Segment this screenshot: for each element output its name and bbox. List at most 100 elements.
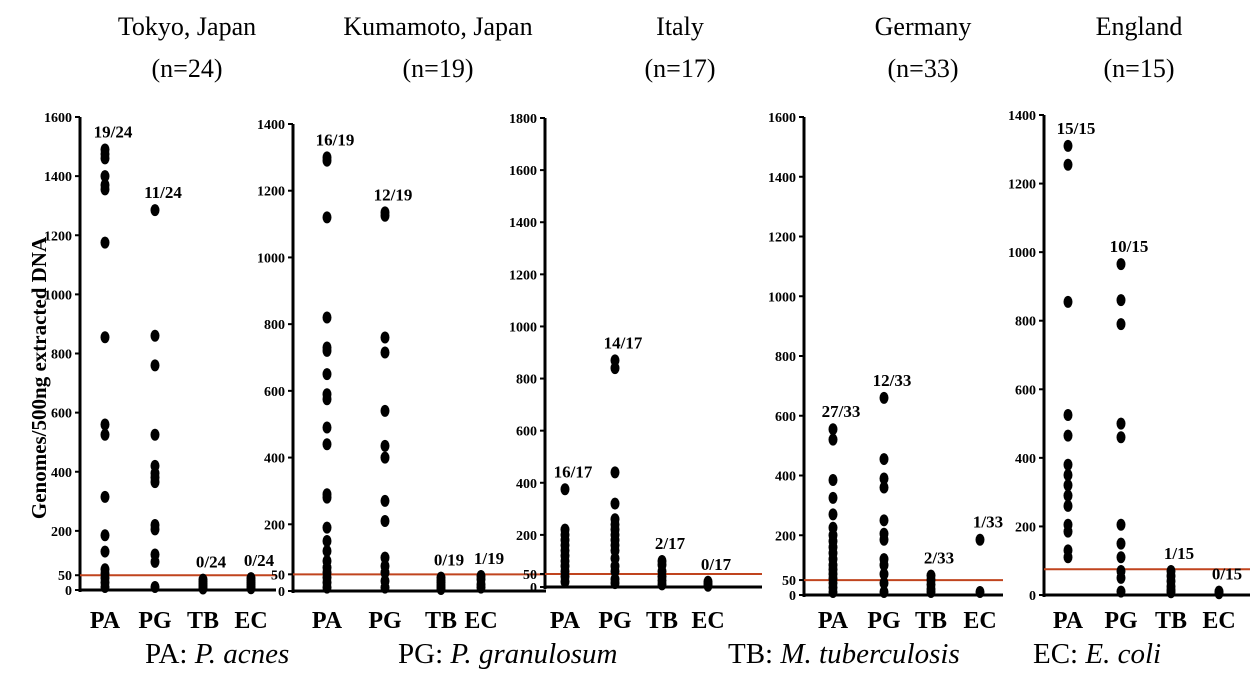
data-point bbox=[610, 497, 620, 510]
data-point bbox=[828, 491, 838, 504]
y-tick-label: 600 bbox=[51, 407, 72, 422]
data-point bbox=[100, 490, 110, 503]
data-point bbox=[1063, 551, 1073, 564]
y-tick-label: 50 bbox=[523, 568, 537, 583]
data-point bbox=[246, 582, 256, 595]
detection-label: 16/17 bbox=[554, 462, 593, 481]
data-point bbox=[100, 581, 110, 594]
data-point bbox=[150, 204, 160, 217]
legend: PA: P. acnes PG: P. granulosum TB: M. tu… bbox=[0, 638, 1255, 688]
data-point bbox=[100, 170, 110, 183]
data-point bbox=[1116, 518, 1126, 531]
data-point bbox=[879, 481, 889, 494]
data-point bbox=[1116, 294, 1126, 307]
y-tick-label: 1400 bbox=[509, 216, 537, 231]
y-tick-label: 800 bbox=[516, 373, 537, 388]
x-category-label: EC bbox=[464, 608, 497, 634]
y-tick-label: 600 bbox=[1015, 383, 1036, 398]
data-point bbox=[828, 423, 838, 436]
detection-label: 27/33 bbox=[822, 402, 861, 421]
data-point bbox=[1116, 431, 1126, 444]
data-point bbox=[100, 152, 110, 165]
data-point bbox=[1214, 587, 1224, 600]
y-tick-label: 1600 bbox=[768, 111, 796, 126]
data-point bbox=[1063, 469, 1073, 481]
y-tick-label: 50 bbox=[782, 574, 796, 589]
panel-title: England bbox=[1096, 12, 1183, 41]
data-point bbox=[150, 523, 160, 536]
y-tick-label: 400 bbox=[516, 477, 537, 492]
y-tick-label: 0 bbox=[530, 581, 537, 596]
x-category-label: TB bbox=[646, 608, 678, 634]
data-point bbox=[150, 428, 160, 441]
data-point bbox=[380, 331, 390, 344]
figure-canvas: Genomes/500ng extracted DNA Tokyo, Japan… bbox=[27, 12, 1250, 634]
x-category-label: PA bbox=[90, 608, 121, 634]
data-point bbox=[1116, 258, 1126, 271]
data-point bbox=[100, 529, 110, 542]
data-point bbox=[322, 421, 332, 434]
y-tick-label: 400 bbox=[264, 452, 285, 467]
y-tick-label: 1400 bbox=[44, 170, 72, 185]
data-point bbox=[560, 483, 570, 496]
panel-title: Kumamoto, Japan bbox=[343, 12, 532, 41]
data-point bbox=[1063, 489, 1073, 502]
data-point bbox=[1166, 586, 1176, 599]
y-tick-label: 600 bbox=[516, 425, 537, 440]
y-tick-label: 1400 bbox=[768, 171, 796, 186]
data-point bbox=[380, 494, 390, 507]
data-point bbox=[560, 575, 570, 588]
data-point bbox=[322, 393, 332, 406]
data-point bbox=[322, 438, 332, 451]
data-point bbox=[322, 544, 332, 557]
data-point bbox=[1063, 295, 1073, 308]
x-category-label: PG bbox=[867, 608, 901, 634]
y-tick-label: 1000 bbox=[1008, 246, 1036, 261]
data-point bbox=[100, 545, 110, 558]
data-point bbox=[1063, 139, 1073, 152]
data-point bbox=[322, 581, 332, 594]
panel-subtitle: (n=24) bbox=[152, 54, 223, 83]
data-point bbox=[380, 451, 390, 464]
data-point bbox=[322, 521, 332, 534]
y-tick-label: 400 bbox=[51, 466, 72, 481]
y-tick-label: 800 bbox=[775, 350, 796, 365]
data-point bbox=[879, 391, 889, 404]
data-point bbox=[150, 359, 160, 372]
detection-label: 11/24 bbox=[144, 183, 182, 202]
y-tick-label: 600 bbox=[264, 385, 285, 400]
detection-label: 16/19 bbox=[316, 130, 355, 149]
panel-subtitle: (n=33) bbox=[888, 54, 959, 83]
data-point bbox=[198, 582, 208, 595]
data-point bbox=[322, 211, 332, 224]
panel-subtitle: (n=19) bbox=[403, 54, 474, 83]
panel-title: Italy bbox=[656, 12, 704, 41]
data-point bbox=[476, 581, 486, 594]
detection-label: 1/33 bbox=[973, 513, 1003, 532]
y-tick-label: 1200 bbox=[44, 229, 72, 244]
x-category-label: EC bbox=[963, 608, 996, 634]
x-category-label: TB bbox=[915, 608, 947, 634]
data-point bbox=[380, 439, 390, 452]
detection-label: 2/17 bbox=[655, 534, 686, 553]
data-point bbox=[380, 581, 390, 594]
data-point bbox=[322, 311, 332, 324]
data-point bbox=[657, 578, 667, 591]
detection-label: 0/15 bbox=[1212, 565, 1242, 584]
x-category-label: TB bbox=[187, 608, 219, 634]
x-category-label: TB bbox=[425, 608, 457, 634]
data-point bbox=[828, 433, 838, 446]
x-category-label: PG bbox=[1104, 608, 1138, 634]
detection-label: 2/33 bbox=[924, 549, 954, 568]
y-tick-label: 1600 bbox=[44, 111, 72, 126]
y-tick-label: 1000 bbox=[257, 251, 285, 266]
data-point bbox=[1063, 429, 1073, 442]
y-tick-label: 1000 bbox=[509, 320, 537, 335]
data-point bbox=[322, 344, 332, 357]
detection-label: 15/15 bbox=[1057, 119, 1096, 138]
legend-item-tb: TB: M. tuberculosis bbox=[728, 638, 960, 670]
data-point bbox=[879, 514, 889, 527]
data-point bbox=[610, 362, 620, 375]
x-category-label: TB bbox=[1155, 608, 1187, 634]
data-point bbox=[1063, 525, 1073, 538]
